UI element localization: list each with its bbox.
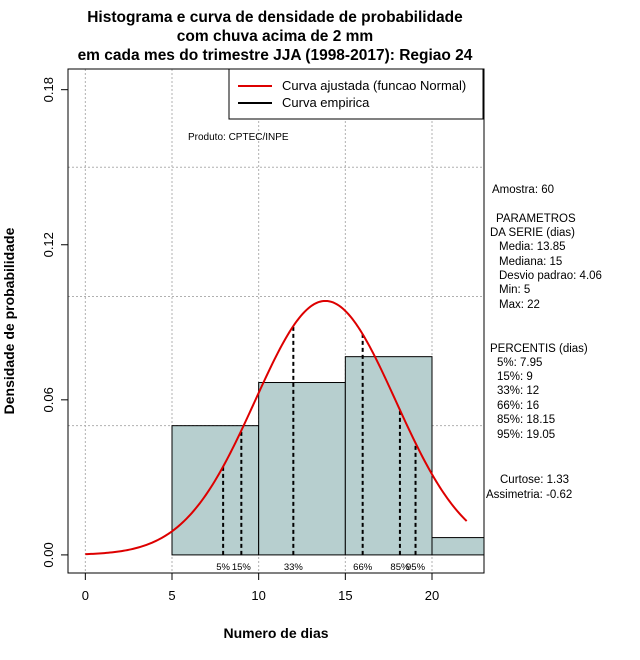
stat-p66: 66%: 16: [497, 400, 539, 412]
chart-title-line-1: Histograma e curva de densidade de proba…: [87, 9, 463, 26]
normal-curve-line: [85, 299, 468, 556]
legend-box: [228, 68, 484, 120]
y-tick-label: 0.00: [41, 542, 56, 567]
stat-desvio: Desvio padrao: 4.06: [499, 270, 602, 282]
stat-amostra: Amostra: 60: [492, 184, 554, 196]
x-axis-label: Numero de dias: [223, 625, 328, 641]
stat-p15: 15%: 9: [497, 371, 533, 383]
histogram-bar: [258, 382, 346, 556]
stat-mediana: Mediana: 15: [499, 256, 562, 268]
stat-assimetria: Assimetria: -0.62: [486, 489, 572, 501]
y-axis-label: Densidade de probabilidade: [1, 227, 17, 414]
histogram-bars: [171, 356, 485, 556]
y-tick-label: 0.18: [41, 77, 56, 102]
normal-curve: [85, 299, 468, 556]
percentile-label: 66%: [353, 562, 373, 573]
stat-max: Max: 22: [499, 299, 540, 311]
stat-p5: 5%: 7.95: [497, 357, 542, 369]
histogram-bar: [431, 537, 485, 556]
legend: Curva ajustada (funcao Normal) Curva emp…: [228, 68, 484, 120]
x-tick-label: 20: [425, 588, 439, 603]
x-tick-label: 10: [251, 588, 265, 603]
stat-p33: 33%: 12: [497, 385, 539, 397]
legend-entry-empirical: Curva empirica: [282, 95, 370, 110]
stat-min: Min: 5: [499, 284, 530, 296]
x-tick-label: 5: [168, 588, 175, 603]
stat-params-header-1: PARAMETROS: [496, 213, 576, 225]
stat-media: Media: 13.85: [499, 241, 566, 253]
percentile-label: 95%: [406, 562, 426, 573]
chart-title-line-3: em cada mes do trimestre JJA (1998-2017)…: [78, 47, 473, 64]
axes: 0 5 10 15 20 0.00 0.06 0.12 0.18: [41, 68, 485, 603]
stat-p95: 95%: 19.05: [497, 429, 555, 441]
legend-entry-normal: Curva ajustada (funcao Normal): [282, 78, 466, 93]
histogram-bar: [171, 425, 260, 556]
stat-p85: 85%: 18.15: [497, 414, 555, 426]
x-tick-label: 15: [338, 588, 352, 603]
stat-params-header-2: DA SERIE (dias): [490, 227, 575, 239]
chart-title-line-2: com chuva acima de 2 mm: [177, 28, 373, 45]
percentile-label: 33%: [284, 562, 304, 573]
stat-percentis-header: PERCENTIS (dias): [490, 343, 588, 355]
y-tick-label: 0.06: [41, 387, 56, 412]
percentile-label: 15%: [232, 562, 252, 573]
percentile-label: 5%: [216, 562, 230, 573]
y-tick-label: 0.12: [41, 232, 56, 257]
percentile-lines: 5% 15% 33% 66% 85%95%: [216, 325, 426, 573]
histogram-bar: [344, 356, 433, 556]
percentile-label: 85%: [390, 562, 410, 573]
stat-curtose: Curtose: 1.33: [500, 474, 569, 486]
product-annotation: Produto: CPTEC/INPE: [188, 132, 289, 143]
x-tick-label: 0: [82, 588, 89, 603]
stats-panel: Amostra: 60 PARAMETROS DA SERIE (dias) M…: [486, 184, 602, 501]
